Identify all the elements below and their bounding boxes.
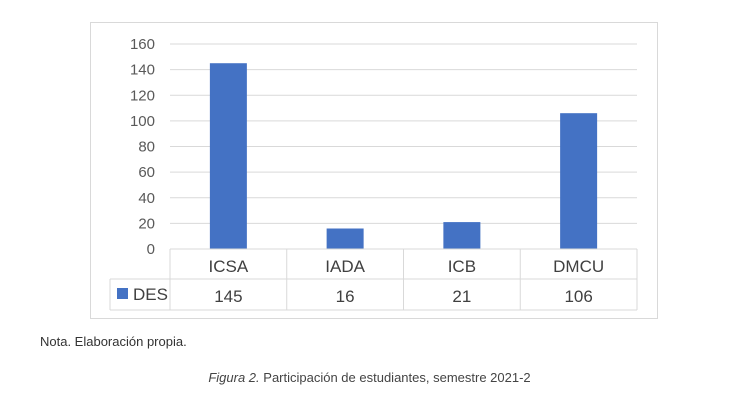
data-table-value: 16 <box>336 287 355 306</box>
caption-text: Participación de estudiantes, semestre 2… <box>259 370 531 385</box>
y-tick-label: 160 <box>130 36 155 53</box>
data-table-value: 21 <box>452 287 471 306</box>
bar-icb <box>443 222 481 249</box>
note: Nota. Elaboración propia. <box>40 334 187 349</box>
legend-label: DES <box>133 285 168 304</box>
bar-icsa <box>209 63 247 249</box>
x-tick-label: ICB <box>448 257 476 276</box>
figure-caption: Figura 2. Participación de estudiantes, … <box>0 370 739 385</box>
y-tick-label: 20 <box>138 215 155 232</box>
data-table-value: 145 <box>214 287 242 306</box>
x-tick-label: IADA <box>325 257 365 276</box>
y-tick-label: 80 <box>138 139 155 156</box>
legend-swatch <box>117 288 128 299</box>
y-tick-label: 60 <box>138 164 155 181</box>
data-table-value: 106 <box>564 287 592 306</box>
bar-dmcu <box>560 113 598 249</box>
y-tick-label: 0 <box>147 241 155 258</box>
y-tick-label: 120 <box>130 87 155 104</box>
x-tick-label: ICSA <box>209 257 249 276</box>
x-tick-label: DMCU <box>553 257 604 276</box>
caption-label: Figura 2. <box>208 370 260 385</box>
y-tick-label: 140 <box>130 62 155 79</box>
y-tick-label: 100 <box>130 113 155 130</box>
chart-frame <box>90 22 658 319</box>
y-tick-label: 40 <box>138 190 155 207</box>
bar-iada <box>326 228 364 249</box>
